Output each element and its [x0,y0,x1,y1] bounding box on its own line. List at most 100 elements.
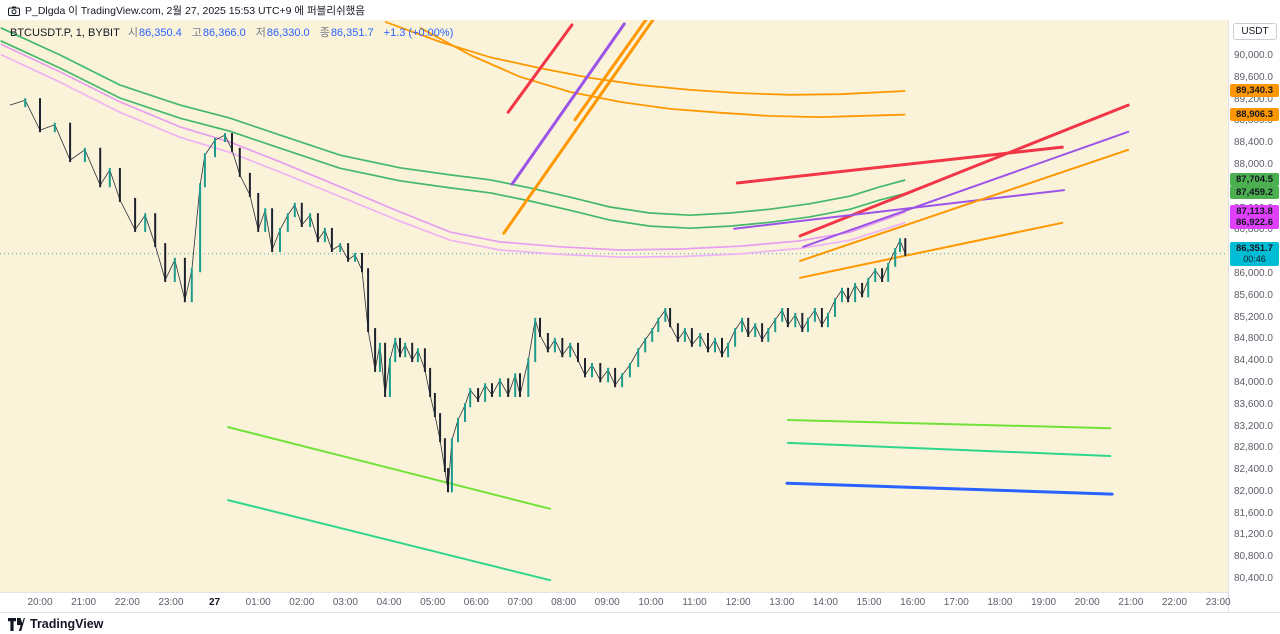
ma-green-lower-line [0,40,906,230]
time-axis-label: 20:00 [27,597,53,608]
tradingview-logo[interactable]: TradingView [8,617,103,631]
price-axis-label: 81,200.0 [1234,529,1273,541]
time-axis-label: 21:00 [1118,597,1144,608]
legend-high: 고86,366.0 [191,27,246,39]
price-axis-label: 85,600.0 [1234,289,1273,301]
steep-red-trendline [506,23,574,114]
price-axis-label: 86,000.0 [1234,267,1273,279]
price-axis-label: 88,400.0 [1234,137,1273,149]
time-axis-label: 07:00 [507,597,533,608]
price-badge: 89,340.3 [1230,83,1279,97]
time-axis-label: 18:00 [987,597,1013,608]
ma-orange-upper-line [384,20,906,96]
time-axis-label: 11:00 [682,597,707,608]
time-axis-label: 06:00 [463,597,489,608]
time-axis-label: 03:00 [332,597,358,608]
right-red-a-trendline [735,145,1064,185]
time-axis-label: 22:00 [114,597,140,608]
price-axis-label: 88,800.0 [1234,115,1273,127]
current-price-badge: 86,351.7 00:46 [1230,241,1279,266]
time-axis-label: 19:00 [1031,597,1057,608]
price-badge: 88,906.3 [1230,107,1279,121]
time-axis-label: 09:00 [594,597,620,608]
legend-change: +1.3 (+0.00%) [383,27,454,39]
right-orange-a-trendline [799,148,1130,262]
price-badge: 87,113.8 [1230,205,1279,219]
header-strip: P_Dlgda 이 TradingView.com, 2월 27, 2025 1… [0,0,1280,20]
time-axis-label: 15:00 [856,597,882,608]
price-axis-label: 81,600.0 [1234,507,1273,519]
legend-open: 시86,350.4 [127,27,182,39]
price-axis-label: 85,200.0 [1234,311,1273,323]
time-axis-label: 12:00 [725,597,751,608]
currency-unit-button[interactable]: USDT [1233,23,1277,40]
price-axis-label: 83,200.0 [1234,420,1273,432]
time-axis-label: 16:00 [900,597,926,608]
price-axis-label: 88,000.0 [1234,159,1273,170]
bar-countdown: 00:46 [1243,253,1266,264]
right-orange-b-trendline [799,221,1064,279]
camera-icon [8,6,20,16]
legend-close: 종86,351.7 [319,27,374,39]
price-badge: 87,459.2 [1230,186,1279,200]
ma-orange-lower-line [419,27,906,118]
right-green-trendline [786,441,1112,457]
legend-low: 저86,330.0 [255,27,310,39]
time-axis-label: 13:00 [769,597,795,608]
price-axis-label: 87,600.0 [1234,181,1273,192]
steep-orange-a-trendline [502,20,655,235]
price-axis-label: 86,800.0 [1234,224,1273,236]
time-axis-label: 08:00 [551,597,577,608]
time-axis-label: 23:00 [158,597,184,608]
time-axis-label: 21:00 [71,597,97,608]
steep-purple-trendline [510,22,626,186]
time-axis[interactable]: 20:00 21:00 22:00 23:00 27 01:00 02:00 03:00 04:… [0,592,1231,612]
price-axis-label: 82,000.0 [1234,485,1273,497]
right-blue-trendline [785,481,1114,496]
price-badge: 86,922.6 [1230,215,1279,229]
time-axis-label: 05:00 [420,597,446,608]
price-axis-label: 83,600.0 [1234,398,1273,410]
footer-bar: TradingView [0,612,1280,634]
time-axis-label: 27 [208,597,221,608]
time-axis-label: 02:00 [289,597,315,608]
price-axis-label: 80,800.0 [1234,551,1273,563]
time-axis-label: 20:00 [1074,597,1100,608]
price-axis-label: 84,000.0 [1234,376,1273,388]
time-axis-label: 14:00 [812,597,838,608]
price-axis-label: 89,200.0 [1234,93,1273,105]
left-green-trendline [227,499,552,582]
right-purple-a-trendline [733,189,1066,230]
legend-symbol[interactable]: BTCUSDT.P, 1, BYBIT [10,27,120,39]
price-axis-label: 82,400.0 [1234,464,1273,476]
steep-orange-b-trendline [573,20,648,122]
time-axis-label: 23:00 [1205,597,1231,608]
right-lime-trendline [786,419,1112,430]
ma-pink-upper-line [0,43,906,251]
right-purple-b-trendline [802,130,1130,248]
ma-pink-lower-line [0,53,906,258]
price-axis-label: 90,000.0 [1234,50,1273,61]
time-axis-label: 10:00 [638,597,664,608]
left-lime-trendline [227,426,552,510]
time-axis-label: 01:00 [245,597,271,608]
price-axis[interactable]: USDT 90,000.0 89,600.0 89,200.0 88,800.0 88,… [1228,20,1280,612]
chart-canvas[interactable] [0,20,1228,592]
ma-green-upper-line [0,27,906,217]
attribution: P_Dlgda 이 TradingView.com, 2월 27, 2025 1… [8,3,365,18]
tradingview-logo-icon [8,617,25,631]
price-badge: 87,704.5 [1230,173,1279,187]
attribution-text[interactable]: P_Dlgda 이 TradingView.com, 2월 27, 2025 1… [25,5,365,17]
price-axis-label: 80,400.0 [1234,573,1273,584]
price-axis-label: 84,800.0 [1234,333,1273,345]
tradingview-logo-text: TradingView [30,617,104,631]
price-axis-label: 89,600.0 [1234,71,1273,83]
time-axis-label: 22:00 [1161,597,1188,608]
time-axis-label: 17:00 [943,597,969,608]
symbol-legend: BTCUSDT.P, 1, BYBIT 시86,350.4 고86,366.0 … [10,24,453,40]
price-axis-label: 82,800.0 [1234,442,1273,454]
chart-background [0,20,1228,592]
price-axis-label: 84,400.0 [1234,355,1273,367]
time-axis-label: 04:00 [376,597,402,608]
